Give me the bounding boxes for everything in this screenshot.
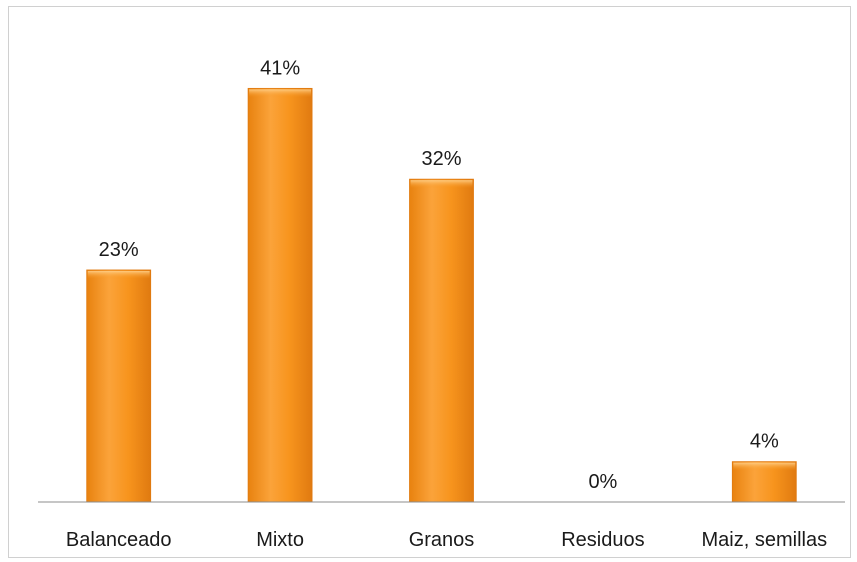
category-label-granos: Granos xyxy=(409,529,475,551)
data-label-residuos: 0% xyxy=(588,471,617,493)
bar-mixto-body xyxy=(247,87,313,503)
bar-granos-bevel xyxy=(410,180,473,189)
data-label-balanceado: 23% xyxy=(99,239,139,261)
labels-layer: 23% Balanceado 41% Mixto 32% Granos 0% Residuos… xyxy=(66,57,827,551)
bar-balanceado-body xyxy=(86,269,152,503)
category-label-residuos: Residuos xyxy=(561,529,644,551)
bars-layer xyxy=(86,87,797,503)
bar-granos xyxy=(409,178,474,503)
bar-mixto-bevel xyxy=(249,89,312,98)
bar-maiz-semillas xyxy=(731,461,797,503)
data-label-granos: 32% xyxy=(421,148,461,170)
category-label-balanceado: Balanceado xyxy=(66,529,172,551)
data-label-mixto: 41% xyxy=(260,57,300,79)
category-label-maiz-semillas: Maiz, semillas xyxy=(702,529,828,551)
bar-balanceado xyxy=(86,269,152,503)
bar-granos-body xyxy=(409,178,474,503)
data-label-maiz-semillas: 4% xyxy=(750,431,779,453)
bar-balanceado-bevel xyxy=(87,270,150,279)
bar-mixto xyxy=(247,87,313,503)
category-label-mixto: Mixto xyxy=(256,529,304,551)
bar-maiz-semillas-bevel xyxy=(733,462,796,471)
